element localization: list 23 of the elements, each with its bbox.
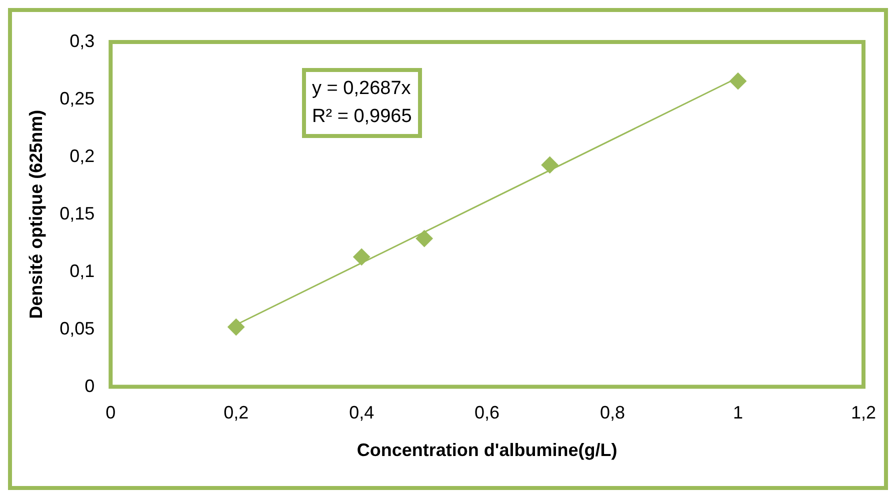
y-tick-label: 0: [84, 376, 95, 396]
y-tick-label: 0,15: [60, 203, 95, 224]
y-tick-label: 0,05: [60, 318, 95, 338]
point: [353, 248, 370, 266]
y-tick-label: 0,2: [70, 146, 95, 166]
point: [541, 156, 558, 174]
x-tick-label: 0,8: [600, 402, 626, 423]
point: [416, 230, 433, 248]
x-tick-label: 1,2: [850, 402, 876, 423]
annotation: y = 0,2687x: [312, 77, 412, 101]
x-tick-label: 1: [733, 402, 744, 423]
annotation: R² = 0,9965: [312, 105, 412, 129]
point: [730, 72, 747, 90]
point: [228, 318, 245, 336]
x-tick-label: 0: [106, 402, 116, 423]
x-tick-label: 0,4: [349, 402, 374, 423]
x-tick-label: 0,2: [224, 402, 249, 423]
y-tick-label: 0,25: [60, 88, 95, 108]
x-tick-label: 0,6: [474, 402, 500, 423]
x-axis-title: Concentration d'albumine(g/L): [356, 440, 618, 460]
y-axis-title: Densité optique (625nm): [26, 110, 46, 319]
y-tick-label: 0,3: [70, 30, 95, 51]
y-tick-label: 0,1: [70, 260, 95, 281]
